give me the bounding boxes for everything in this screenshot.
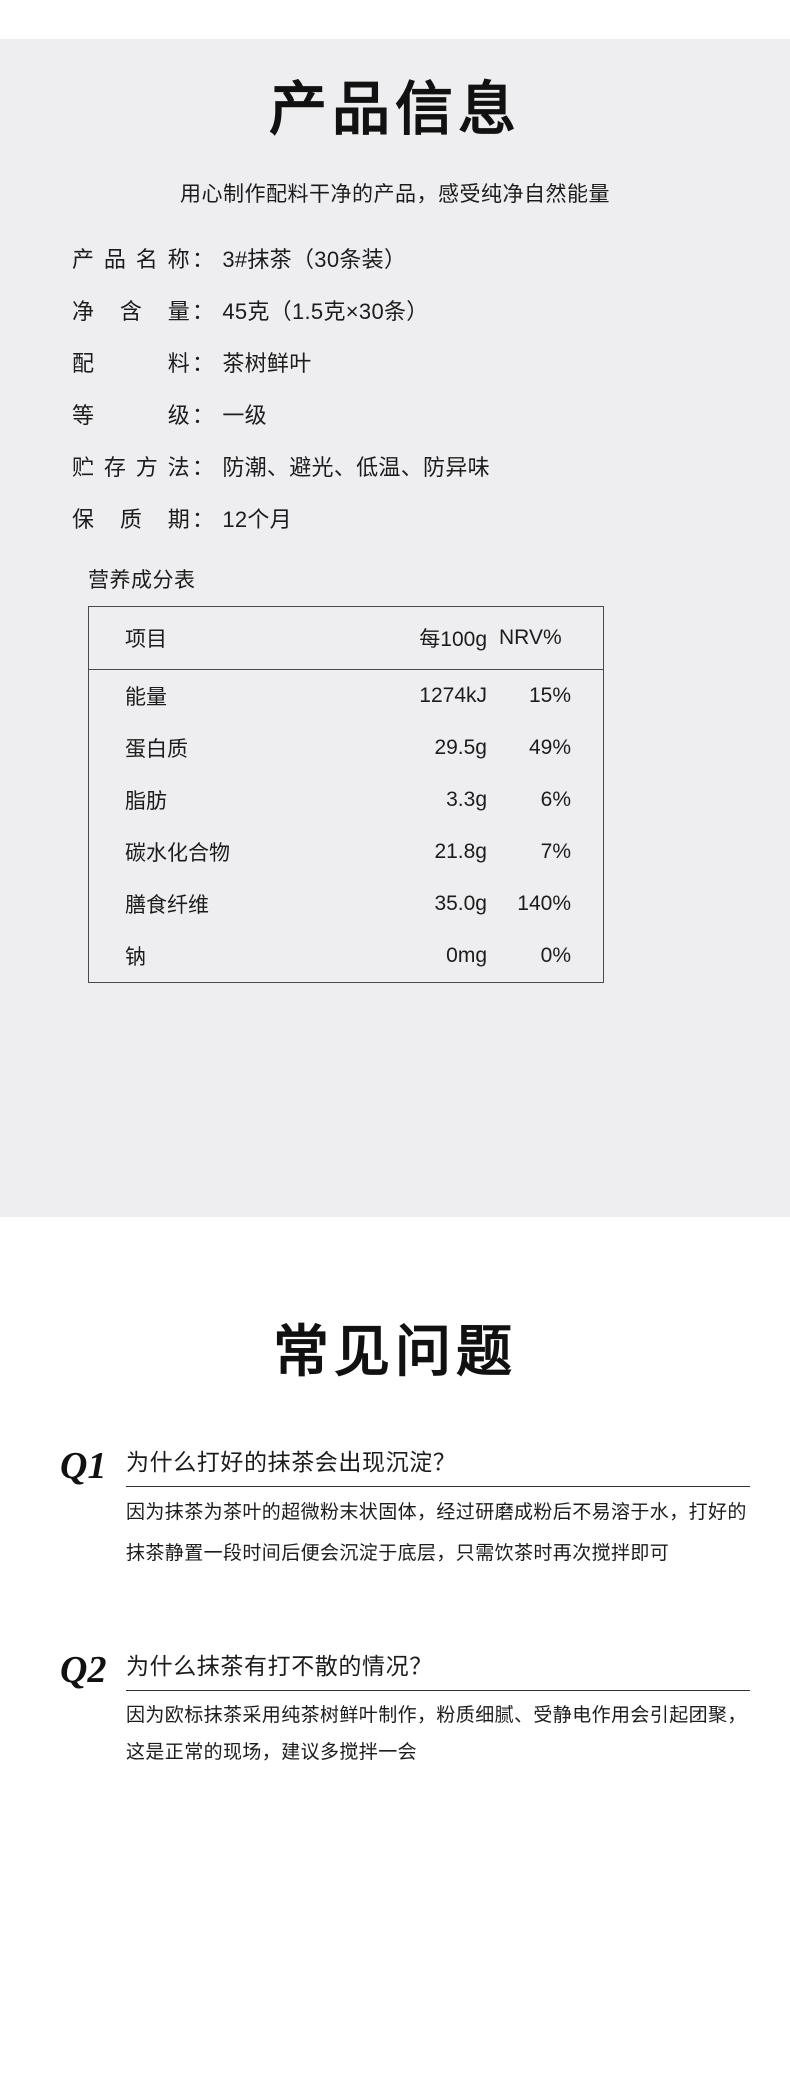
faq-question-column: 为什么打好的抹茶会出现沉淀？ bbox=[126, 1443, 750, 1488]
faq-question-text-q2: 为什么抹茶有打不散的情况？ bbox=[126, 1647, 750, 1692]
column-header-nrv: NRV% bbox=[499, 625, 562, 649]
table-row: 蛋白质 29.5g 49% bbox=[89, 722, 604, 774]
faq-answer-q2: 因为欧标抹茶采用纯茶树鲜叶制作，粉质细腻、受静电作用会引起团聚，这是正常的现场，… bbox=[126, 1705, 747, 1764]
cell-per100g: 35.0g bbox=[434, 891, 487, 915]
spec-value-storage: 防潮、避光、低温、防异味 bbox=[222, 454, 490, 480]
faq-question-row: Q1 为什么打好的抹茶会出现沉淀？ bbox=[60, 1443, 750, 1488]
cell-item: 膳食纤维 bbox=[125, 893, 209, 917]
cell-per100g: 21.8g bbox=[434, 839, 487, 863]
spec-label-storage: 贮存方法 bbox=[72, 454, 190, 480]
cell-item: 脂肪 bbox=[125, 789, 167, 813]
spec-label-grade: 等级 bbox=[72, 402, 190, 428]
spec-label-product-name: 产品名称 bbox=[72, 246, 190, 272]
faq-title: 常见问题 bbox=[273, 1322, 517, 1385]
table-row: 能量 1274kJ 15% bbox=[89, 669, 604, 722]
column-header-per100g: 每100g bbox=[419, 627, 487, 651]
faq-question-column: 为什么抹茶有打不散的情况？ bbox=[126, 1647, 750, 1692]
table-row: 碳水化合物 21.8g 7% bbox=[89, 826, 604, 878]
cell-per100g: 0mg bbox=[446, 943, 487, 967]
spec-label-ingredients: 配料 bbox=[72, 350, 190, 376]
table-row: 脂肪 3.3g 6% bbox=[89, 774, 604, 826]
cell-nrv: 0% bbox=[540, 943, 571, 967]
spec-value-ingredients: 茶树鲜叶 bbox=[222, 350, 312, 376]
spec-label-net-weight: 净含量 bbox=[72, 298, 190, 324]
cell-item: 碳水化合物 bbox=[125, 841, 230, 865]
faq-answer-q1: 因为抹茶为茶叶的超微粉末状固体，经过研磨成粉后不易溶于水，打好的抹茶静置一段时间… bbox=[126, 1502, 747, 1565]
page-title: 产品信息 bbox=[268, 76, 521, 142]
cell-item: 能量 bbox=[125, 685, 167, 709]
product-info-section: 产品信息 用心制作配料干净的产品，感受纯净自然能量 产品名称 ： 3#抹茶（30… bbox=[0, 38, 790, 1217]
spec-value-product-name: 3#抹茶（30条装） bbox=[222, 246, 407, 272]
spec-row-storage: 贮存方法 ： 防潮、避光、低温、防异味 bbox=[72, 450, 790, 482]
spec-colon: ： bbox=[192, 402, 215, 428]
cell-nrv: 6% bbox=[540, 787, 571, 811]
table-row: 膳食纤维 35.0g 140% bbox=[89, 878, 604, 930]
faq-marker-q1: Q1 bbox=[60, 1445, 107, 1488]
nutrition-table: 项目 每100g NRV% 能量 1274kJ 15% 蛋白质 29.5g 49… bbox=[88, 605, 604, 983]
cell-per100g: 1274kJ bbox=[419, 683, 487, 707]
cell-nrv: 49% bbox=[528, 735, 571, 759]
page-subtitle: 用心制作配料干净的产品，感受纯净自然能量 bbox=[180, 182, 610, 206]
faq-item-q1: Q1 为什么打好的抹茶会出现沉淀？ 因为抹茶为茶叶的超微粉末状固体，经过研磨成粉… bbox=[0, 1443, 790, 1575]
cell-item: 蛋白质 bbox=[125, 737, 188, 761]
cell-nrv: 7% bbox=[540, 839, 571, 863]
cell-nrv: 140% bbox=[517, 891, 571, 915]
spec-value-net-weight: 45克（1.5克×30条） bbox=[222, 298, 429, 324]
spec-value-shelf-life: 12个月 bbox=[222, 506, 292, 532]
spec-row-product-name: 产品名称 ： 3#抹茶（30条装） bbox=[72, 242, 790, 274]
faq-question-row: Q2 为什么抹茶有打不散的情况？ bbox=[60, 1647, 750, 1692]
table-row: 钠 0mg 0% bbox=[89, 930, 604, 983]
nutrition-caption: 营养成分表 bbox=[88, 568, 196, 592]
column-header-item: 项目 bbox=[125, 627, 167, 651]
table-header-row: 项目 每100g NRV% bbox=[88, 606, 604, 670]
nutrition-table-body: 能量 1274kJ 15% 蛋白质 29.5g 49% 脂肪 3.3g 6% 碳… bbox=[89, 669, 604, 982]
spec-colon: ： bbox=[192, 298, 215, 324]
product-spec-list: 产品名称 ： 3#抹茶（30条装） 净含量 ： 45克（1.5克×30条） 配料… bbox=[0, 242, 790, 534]
spec-colon: ： bbox=[192, 506, 215, 532]
cell-nrv: 15% bbox=[528, 683, 571, 707]
cell-per100g: 29.5g bbox=[434, 735, 487, 759]
faq-marker-q2: Q2 bbox=[60, 1649, 107, 1692]
cell-item: 钠 bbox=[125, 945, 146, 969]
faq-item-q2: Q2 为什么抹茶有打不散的情况？ 因为欧标抹茶采用纯茶树鲜叶制作，粉质细腻、受静… bbox=[0, 1647, 790, 1771]
nutrition-block: 营养成分表 项目 每100g NRV% 能量 1274kJ 15% 蛋白质 29… bbox=[0, 564, 790, 983]
spec-row-ingredients: 配料 ： 茶树鲜叶 bbox=[72, 346, 790, 378]
cell-per100g: 3.3g bbox=[446, 787, 487, 811]
nutrition-table-head: 项目 每100g NRV% bbox=[88, 606, 604, 670]
spec-row-shelf-life: 保质期 ： 12个月 bbox=[72, 502, 790, 534]
spec-label-shelf-life: 保质期 bbox=[72, 506, 190, 532]
faq-section: 常见问题 Q1 为什么打好的抹茶会出现沉淀？ 因为抹茶为茶叶的超微粉末状固体，经… bbox=[0, 1263, 790, 2075]
faq-question-text-q1: 为什么打好的抹茶会出现沉淀？ bbox=[126, 1443, 750, 1488]
spec-row-net-weight: 净含量 ： 45克（1.5克×30条） bbox=[72, 294, 790, 326]
spec-row-grade: 等级 ： 一级 bbox=[72, 398, 790, 430]
spec-colon: ： bbox=[192, 246, 215, 272]
spec-colon: ： bbox=[192, 350, 215, 376]
spec-value-grade: 一级 bbox=[222, 402, 267, 428]
spec-colon: ： bbox=[192, 454, 215, 480]
